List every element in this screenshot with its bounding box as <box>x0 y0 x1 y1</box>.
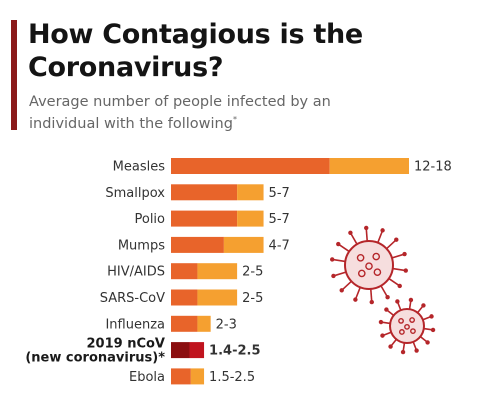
virus-spike-tip <box>429 314 434 319</box>
value-label: 2-3 <box>216 317 237 332</box>
virus-spike-tip <box>408 297 414 303</box>
virus-spike-tip <box>348 230 353 235</box>
virus-spike-tip <box>397 283 402 289</box>
bar-low-segment <box>171 315 198 332</box>
virus-marking <box>398 317 404 324</box>
category-label: Smallpox <box>105 186 165 201</box>
category-label: 2019 nCoV <box>87 337 166 352</box>
virus-marking <box>404 323 410 330</box>
chart-subtitle: Average number of people infected by an … <box>29 93 389 133</box>
virus-marking <box>357 269 366 278</box>
bar-low-segment <box>171 289 198 306</box>
bar-low-segment <box>171 263 198 280</box>
virus-marking <box>356 253 365 262</box>
value-label: 5-7 <box>269 212 290 227</box>
category-label: HIV/AIDS <box>107 265 165 280</box>
category-label: (new coronavirus)* <box>25 351 165 366</box>
virus-spike-tip <box>378 319 384 325</box>
value-label: 4-7 <box>269 238 290 253</box>
bar-range-segment <box>197 289 238 306</box>
virus-spike-tip <box>339 288 344 293</box>
category-label: Polio <box>134 212 165 227</box>
virus-spike-tip <box>364 225 369 231</box>
virus-spike-tip <box>395 299 400 304</box>
value-label: 5-7 <box>269 186 290 201</box>
category-label: Measles <box>113 160 166 175</box>
virus-spike-tip <box>353 297 358 302</box>
bar-low-segment <box>171 210 238 227</box>
bar-low-segment <box>171 236 224 253</box>
virus-marking <box>409 317 416 323</box>
virus-spike-tip <box>336 241 341 247</box>
title-accent-bar <box>11 20 17 130</box>
virus-spike-tip <box>402 251 407 257</box>
bar-range-segment <box>197 263 238 280</box>
virus-spike-tip <box>331 273 336 279</box>
bar-range-segment <box>237 184 264 201</box>
bar-low-segment <box>171 368 191 385</box>
virus-spike-tip <box>385 295 390 300</box>
bar-range-segment <box>189 342 205 359</box>
virus-body <box>344 240 394 290</box>
virus-spike-tip <box>400 349 406 355</box>
value-label: 1.5-2.5 <box>209 370 255 385</box>
virus-spike-tip <box>430 327 436 333</box>
virus-body <box>389 308 425 344</box>
bar-low-segment <box>171 342 190 359</box>
value-label: 2-5 <box>242 265 263 280</box>
bar-range-segment <box>197 315 211 332</box>
bar-low-segment <box>171 158 330 174</box>
value-label: 1.4-2.5 <box>209 344 260 359</box>
virus-marking <box>372 252 381 261</box>
virus-marking <box>398 329 405 335</box>
category-label: SARS-CoV <box>100 291 165 306</box>
virus-spike-tip <box>394 237 399 242</box>
virus-spike-tip <box>421 303 426 308</box>
bar-range-segment <box>190 368 205 385</box>
virus-spike-tip <box>330 257 335 262</box>
category-label: Ebola <box>129 370 165 385</box>
virus-spike-tip <box>369 299 374 305</box>
virus-spike-tip <box>384 307 389 312</box>
virus-spike-tip <box>388 344 393 349</box>
coronavirus-illustration-icon <box>330 225 408 305</box>
virus-marking <box>373 268 382 277</box>
coronavirus-illustration-icon <box>378 297 436 355</box>
chart-title: How Contagious is the Coronavirus? <box>28 19 363 83</box>
virus-spike-tip <box>414 348 419 353</box>
virus-spike-tip <box>380 333 385 338</box>
bar-range-segment <box>329 158 409 174</box>
bar-range-segment <box>237 210 264 227</box>
virus-marking <box>365 262 373 271</box>
category-label: Influenza <box>105 317 165 332</box>
bar-range-segment <box>223 236 264 253</box>
virus-spike-tip <box>425 340 430 345</box>
virus-spike-tip <box>380 228 385 233</box>
virus-spike-tip <box>403 268 408 273</box>
virus-marking <box>410 328 416 335</box>
subtitle-text: Average number of people infected by an … <box>29 94 331 132</box>
category-label: Mumps <box>118 238 165 253</box>
subtitle-footnote-mark: * <box>232 115 237 124</box>
bar-low-segment <box>171 184 238 201</box>
value-label: 12-18 <box>414 160 452 175</box>
value-label: 2-5 <box>242 291 263 306</box>
